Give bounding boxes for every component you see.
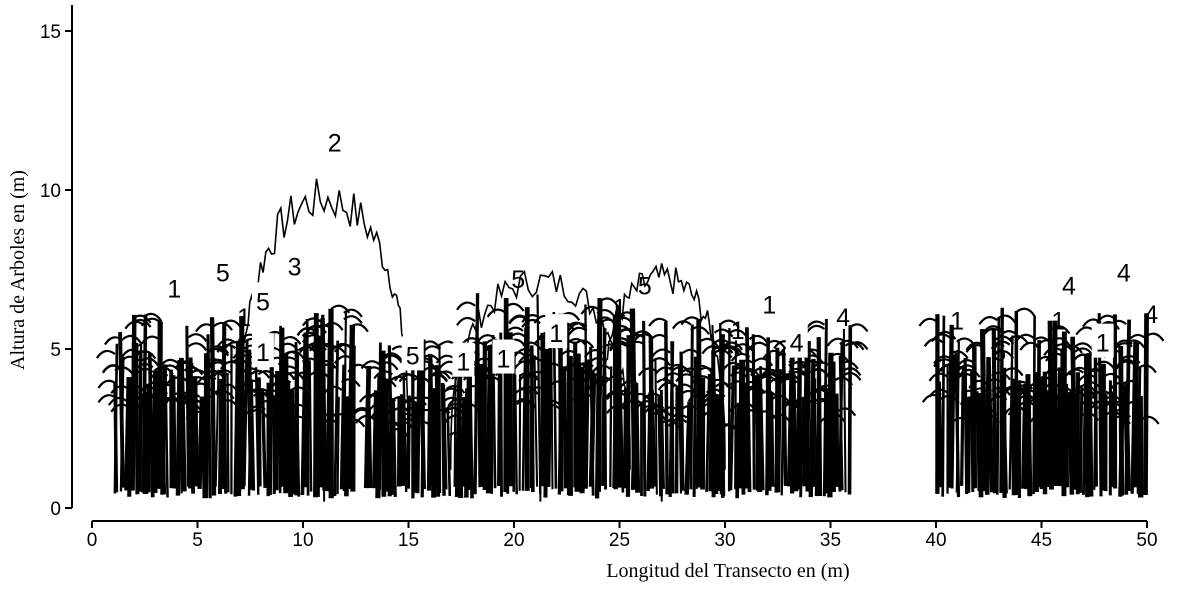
svg-text:1: 1 [237,304,251,332]
svg-text:1: 1 [549,320,563,348]
x-tick-label: 15 [398,530,419,551]
species-label: 1 [731,317,745,345]
svg-text:2: 2 [328,129,342,157]
svg-text:5: 5 [511,266,525,294]
species-label: 2 [328,129,342,157]
species-label: 3 [283,247,306,282]
svg-text:4: 4 [1062,272,1076,300]
species-label: 1 [237,304,251,332]
svg-text:5: 5 [638,272,652,300]
y-axis-title: Altura de Arboles en (m) [7,170,29,370]
canopy-crown [597,263,726,470]
svg-text:1: 1 [496,346,510,374]
x-tick-label: 20 [503,530,524,551]
species-label: 1 [167,276,181,304]
y-tick-label: 10 [40,181,61,202]
species-label: 1 [545,314,568,349]
species-label: 4 [1144,301,1158,329]
svg-text:1: 1 [167,276,181,304]
x-tick-label: 40 [925,530,946,551]
svg-text:5: 5 [216,260,230,288]
species-label: 5 [511,266,525,294]
species-label: 4 [1062,272,1076,300]
svg-text:6: 6 [992,339,1006,367]
species-label: 1 [452,342,475,377]
svg-text:5: 5 [256,288,270,316]
svg-text:1: 1 [1051,307,1065,335]
species-label: 4 [785,323,808,358]
svg-text:1: 1 [134,339,148,367]
species-label: 1 [950,307,964,335]
svg-text:4: 4 [1144,301,1158,329]
svg-text:1: 1 [456,349,470,377]
y-tick-label: 0 [50,499,61,520]
species-label: 1 [251,333,274,368]
vegetation-band [700,319,869,499]
svg-text:1: 1 [950,307,964,335]
species-label: 1 [1091,323,1114,358]
x-tick-label: 0 [87,530,98,551]
x-tick-label: 5 [192,530,203,551]
x-axis-title: Longitud del Transecto en (m) [606,560,849,582]
species-label: 5 [638,272,652,300]
species-label: 5 [251,282,274,317]
svg-text:4: 4 [1117,260,1131,288]
species-label: 1 [134,339,148,367]
species-label: 1 [1051,307,1065,335]
y-tick-label: 15 [40,22,61,43]
species-label: 4 [836,304,850,332]
x-tick-label: 10 [292,530,313,551]
svg-text:1: 1 [762,291,776,319]
svg-text:4: 4 [836,304,850,332]
svg-text:1: 1 [1096,330,1110,358]
species-label: 6 [992,339,1006,367]
svg-text:5: 5 [406,342,420,370]
species-label: 4 [1117,260,1131,288]
x-tick-label: 50 [1136,530,1157,551]
canopy-crown [238,178,410,470]
x-tick-label: 35 [820,530,841,551]
vegetation-band [96,304,369,499]
vegetation-band [918,307,1165,499]
svg-text:1: 1 [613,295,627,323]
species-label: 1 [613,295,627,323]
svg-text:1: 1 [731,317,745,345]
species-label: 1 [762,291,776,319]
x-tick-label: 25 [609,530,630,551]
species-label: 1 [492,339,515,374]
species-label: 5 [401,336,424,371]
y-tick-label: 5 [50,340,61,361]
species-label: 5 [216,260,230,288]
svg-text:1: 1 [256,339,270,367]
svg-text:4: 4 [790,330,804,358]
svg-text:3: 3 [288,253,302,281]
x-tick-label: 30 [714,530,735,551]
x-tick-label: 45 [1031,530,1052,551]
